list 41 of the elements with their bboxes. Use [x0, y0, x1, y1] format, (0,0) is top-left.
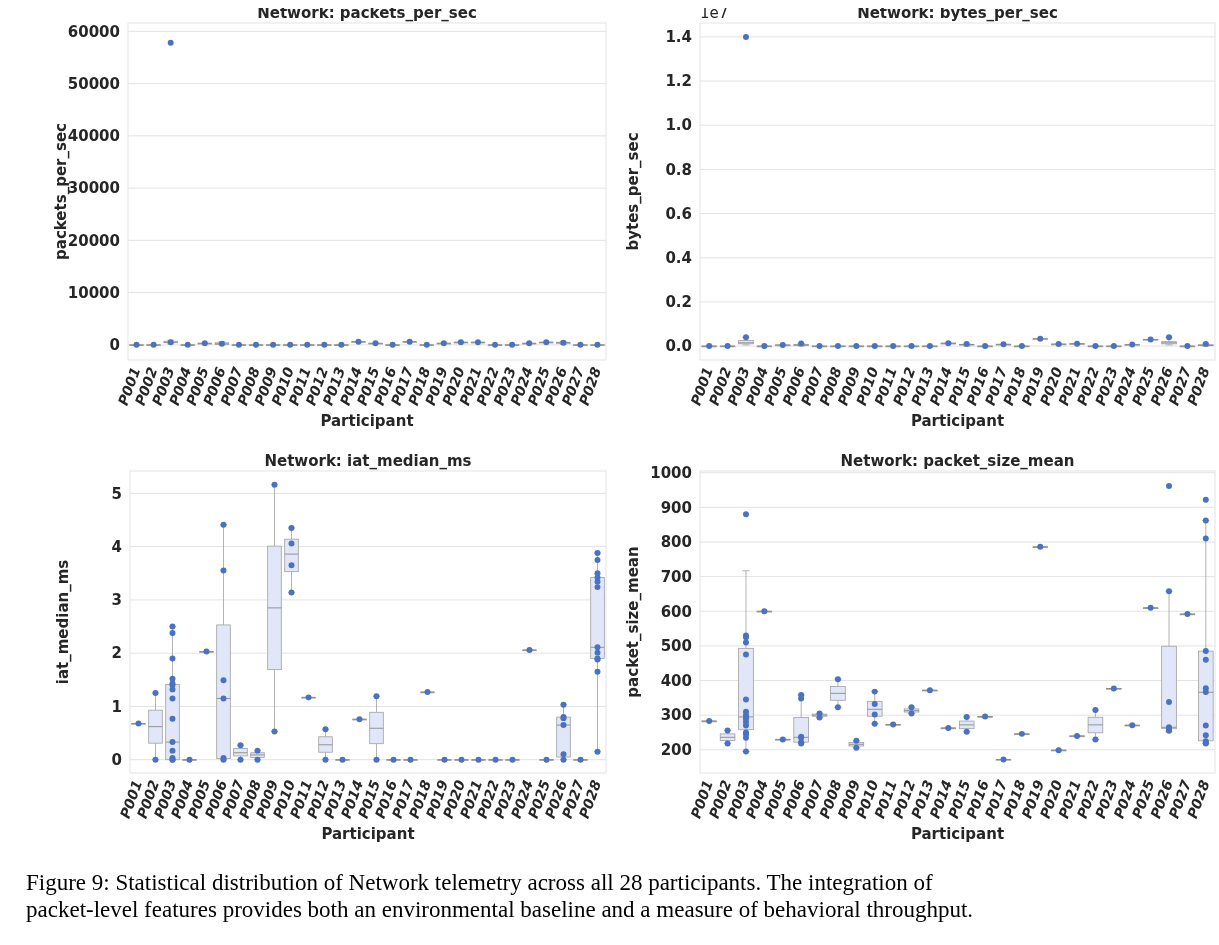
y-tick-label: 10000 — [67, 283, 120, 302]
y-tick-label: 900 — [660, 498, 692, 517]
y-tick-label: 0 — [109, 336, 120, 355]
y-tick-label: 20000 — [67, 231, 120, 250]
y-tick-label: 200 — [660, 741, 692, 760]
y-tick-label: 50000 — [67, 74, 120, 93]
y-tick-label: 4 — [111, 537, 122, 556]
y-axis-title: iat_median_ms — [54, 559, 72, 685]
y-tick-label: 500 — [660, 637, 692, 656]
y-tick-label: 400 — [660, 671, 692, 690]
y-tick-label: 40000 — [67, 127, 120, 146]
text: packet-level features provides both an environmental baseline and a measure of behavioral throughput. — [26, 897, 974, 922]
y-tick-label: 0 — [111, 750, 122, 769]
y-tick-label: 1000 — [650, 463, 692, 482]
y-tick-label: 0.8 — [665, 160, 692, 179]
y-tick-label: 3 — [111, 591, 122, 610]
y-tick-label: 1 — [111, 697, 122, 716]
y-tick-label: 0.6 — [665, 204, 692, 223]
y-axis-title: packet_size_mean — [624, 546, 642, 698]
y-axis-title: bytes_per_sec — [624, 132, 642, 251]
x-axis-title: Participant — [320, 412, 414, 430]
chart-title: Network: iat_median_ms — [264, 452, 472, 470]
chart-title: Network: packet_size_mean — [840, 452, 1075, 470]
y-tick-label: 1.2 — [665, 72, 692, 91]
y-tick-label: 700 — [660, 567, 692, 586]
y-tick-label: 1.0 — [665, 116, 692, 135]
y-tick-label: 0.4 — [665, 249, 692, 267]
y-tick-label: 600 — [660, 602, 692, 621]
y-tick-label: 1.4 — [665, 28, 692, 47]
y-tick-label: 0.0 — [665, 337, 692, 356]
y-tick-label: 60000 — [67, 22, 120, 41]
y-tick-label: 300 — [660, 706, 692, 725]
y-tick-label: 0.2 — [665, 293, 692, 312]
x-axis-title: Participant — [910, 412, 1005, 430]
y-tick-label: 5 — [111, 484, 122, 503]
y-tick-label: 800 — [660, 533, 692, 552]
caption: Figure 9: Statistical distribution of Network telemetry across all 28 participants. The integration of — [26, 870, 933, 895]
y-tick-label: 2 — [111, 644, 122, 663]
x-axis-title: Participant — [321, 825, 415, 843]
text: 1e7 — [700, 4, 729, 22]
x-axis-title: Participant — [910, 825, 1005, 843]
